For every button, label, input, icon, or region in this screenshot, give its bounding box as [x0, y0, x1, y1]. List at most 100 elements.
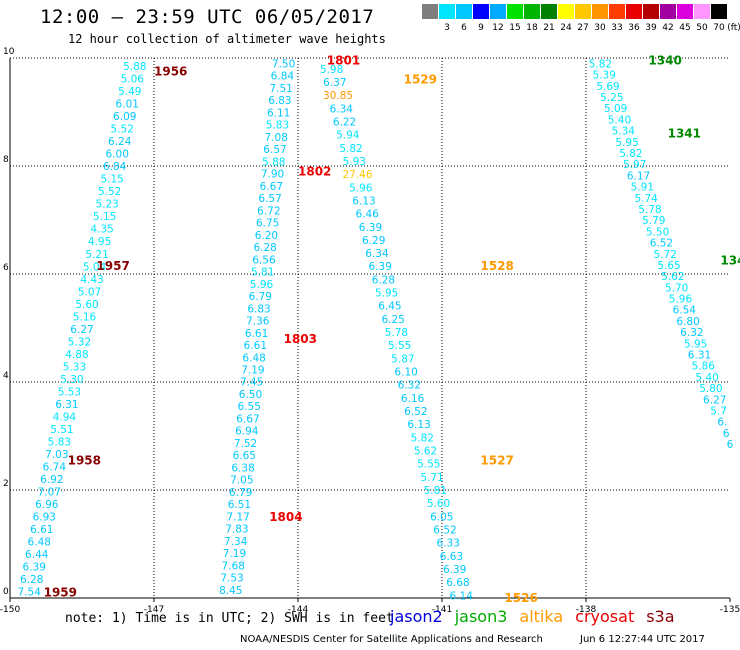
legend-label: 45	[679, 23, 691, 33]
swh-value-label: 7.52	[234, 438, 257, 450]
swh-value-label: 6.65	[233, 450, 256, 462]
swh-value-label: 5.33	[63, 361, 86, 373]
y-tick-label: 10	[3, 47, 15, 57]
pass-time-label: 1529	[404, 73, 437, 87]
swh-value-label: 5.72	[654, 249, 677, 261]
swh-value-label: 6.45	[378, 301, 401, 313]
credit-timestamp: Jun 6 12:27:44 UTC 2017	[580, 634, 705, 645]
legend-swatch	[439, 4, 455, 19]
swh-value-label: 6.	[717, 417, 727, 429]
swh-value-label: 5.87	[391, 353, 414, 365]
swh-value-label: 5.06	[121, 74, 145, 86]
satellite-legend-jason2: jason2	[390, 607, 443, 626]
legend-label: 18	[526, 23, 538, 33]
swh-value-label: 6.33	[437, 538, 460, 550]
swh-value-label: 6.29	[362, 235, 385, 247]
swh-value-label: 6.31	[55, 399, 78, 411]
legend-label: 33	[611, 23, 623, 33]
swh-value-label: 5.95	[684, 338, 707, 350]
swh-value-label: 7.34	[224, 536, 248, 548]
pass-time-label: 1958	[68, 453, 101, 467]
swh-value-label: 5.15	[100, 174, 123, 186]
swh-value-label: 6.28	[20, 574, 43, 586]
swh-value-label: 6.50	[239, 389, 262, 401]
legend-swatch	[524, 4, 540, 19]
swh-value-label: 6.24	[108, 136, 132, 148]
swh-value-label: 5.25	[600, 92, 623, 104]
swh-value-label: 6.27	[703, 394, 726, 406]
swh-value-label: 27.46	[342, 169, 372, 181]
swh-value-label: 6.34	[365, 248, 389, 260]
swh-value-label: 5.16	[73, 311, 97, 323]
swh-value-label: 7.17	[226, 511, 249, 523]
swh-value-label: 5.55	[388, 340, 411, 352]
swh-value-label: 6.80	[676, 316, 699, 328]
swh-value-label: 5.94	[336, 130, 360, 142]
x-tick-label: -135	[720, 605, 740, 615]
swh-value-label: 6.67	[260, 181, 283, 193]
swh-value-label: 6.39	[369, 261, 392, 273]
swh-value-label: 5.62	[661, 271, 684, 283]
legend-label: 15	[509, 23, 521, 33]
swh-value-label: 5.82	[411, 432, 434, 444]
swh-value-label: 6.74	[43, 461, 67, 473]
swh-value-label: 6.14	[450, 590, 474, 602]
x-tick-label: -147	[144, 605, 164, 615]
satellite-legend-cryosat: cryosat	[575, 607, 635, 626]
swh-value-label: 7.36	[246, 316, 270, 328]
swh-value-label: 6.22	[333, 116, 356, 128]
swh-value-label: 6.32	[398, 380, 421, 392]
pass-time-label: 1341	[668, 127, 701, 141]
pass-time-label: 1801	[327, 54, 360, 68]
swh-value-label: 5.69	[596, 81, 619, 93]
swh-value-label: 5.82	[589, 58, 612, 70]
swh-value-label: 6.57	[258, 193, 281, 205]
swh-value-label: 5.62	[414, 446, 437, 458]
legend-swatch	[660, 4, 676, 19]
legend-label: 70	[713, 23, 725, 33]
swh-value-label: 7.05	[230, 475, 253, 487]
swh-value-label: 6.93	[33, 511, 56, 523]
swh-value-label: 5.96	[349, 182, 373, 194]
legend-label: 30	[594, 23, 606, 33]
swh-value-label: 4.35	[90, 224, 113, 236]
swh-value-label: 6.09	[113, 111, 136, 123]
legend-swatch	[711, 4, 727, 19]
legend-label: 6	[461, 23, 467, 33]
legend-label: 27	[577, 23, 589, 33]
swh-value-label: 6.94	[235, 426, 259, 438]
swh-value-label: 6.05	[430, 511, 453, 523]
legend-swatch	[558, 4, 574, 19]
swh-value-label: 6.28	[253, 242, 276, 254]
swh-value-label: 5.78	[385, 327, 408, 339]
legend-swatch	[490, 4, 506, 19]
swh-value-label: 5.98	[320, 64, 343, 76]
swh-value-label: 6.61	[244, 340, 267, 352]
swh-value-label: 6.39	[443, 564, 466, 576]
swh-value-label: 5.23	[95, 199, 118, 211]
swh-value-label: 5.09	[604, 103, 627, 115]
swh-value-label: 5.40	[695, 372, 718, 384]
swh-value-label: 7.08	[265, 132, 288, 144]
satellite-legend: jason2 jason3 altika cryosat s3a	[390, 607, 687, 626]
legend-swatch	[473, 4, 489, 19]
swh-value-label: 5.83	[48, 436, 71, 448]
legend-swatch	[592, 4, 608, 19]
swh-value-label: 6.61	[245, 328, 268, 340]
swh-value-label: 5.96	[669, 294, 693, 306]
swh-value-label: 6.55	[238, 401, 261, 413]
swh-value-label: 5.74	[634, 193, 658, 205]
swh-value-label: 5.78	[638, 204, 661, 216]
x-tick-label: -141	[432, 605, 452, 615]
y-tick-label: 6	[3, 263, 9, 273]
legend-label: 24	[560, 23, 572, 33]
legend-swatch	[541, 4, 557, 19]
swh-value-label: 6.31	[688, 350, 711, 362]
swh-value-label: 6.72	[257, 205, 280, 217]
swh-value-label: 5.88	[262, 156, 285, 168]
swh-value-label: 6.79	[229, 487, 252, 499]
swh-value-label: 6	[723, 428, 730, 440]
legend-label: 50	[696, 23, 708, 33]
chart-title: 12:00 – 23:59 UTC 06/05/2017	[40, 6, 375, 28]
